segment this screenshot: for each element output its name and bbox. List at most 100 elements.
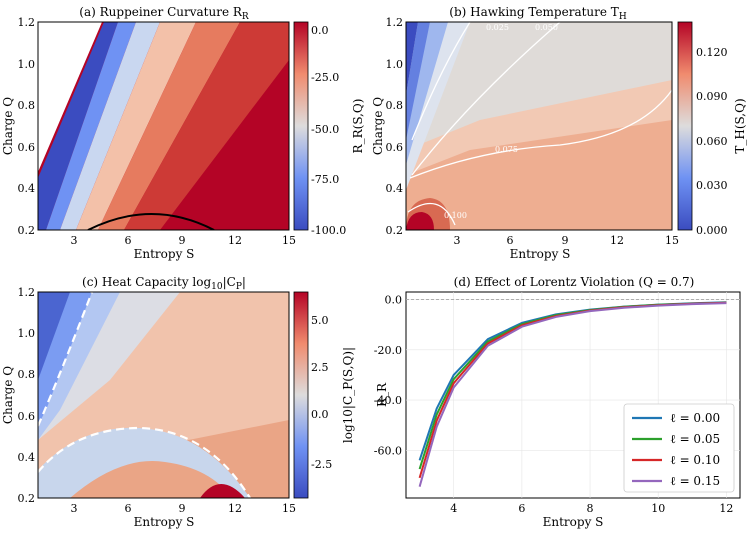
panel-b-ylabel: Charge Q — [371, 97, 385, 155]
y-tick-label: 0.4 — [18, 182, 36, 195]
y-tick-label: -60.0 — [374, 444, 402, 457]
panel-b-colorbar-ticks: 0.000 0.030 0.060 0.090 0.120 — [696, 46, 728, 237]
panel-d-title: (d) Effect of Lorentz Violation (Q = 0.7… — [454, 275, 695, 289]
x-tick-label: 9 — [562, 234, 569, 247]
panel-d-series — [418, 301, 727, 487]
panel-b-xlabel: Entropy S — [510, 247, 571, 261]
x-tick-label: 9 — [179, 234, 186, 247]
legend-label: ℓ = 0.05 — [670, 432, 720, 446]
panel-a-colorbar-ticks: 0.0 -25.0 -50.0 -75.0 -100.0 — [311, 24, 346, 237]
panel-c-xlabel: Entropy S — [134, 515, 195, 529]
x-tick-label: 12 — [228, 234, 242, 247]
contour-label: 0.075 — [495, 145, 518, 154]
colorbar-tick-label: -75.0 — [311, 173, 339, 186]
x-tick-label: 3 — [454, 234, 461, 247]
x-tick-label: 3 — [71, 234, 78, 247]
y-tick-label: 0.6 — [386, 141, 404, 154]
y-tick-label: 1.0 — [18, 58, 36, 71]
panel-b-title: (b) Hawking Temperature TH — [449, 5, 627, 22]
y-tick-label: 0.0 — [385, 294, 403, 307]
panel-c-colorbar-ticks: -2.5 0.0 2.5 5.0 — [311, 314, 332, 471]
colorbar-tick-label: -2.5 — [311, 458, 332, 471]
y-tick-label: 0.4 — [18, 451, 36, 464]
y-tick-label: 0.8 — [18, 368, 36, 381]
colorbar-tick-label: 0.0 — [311, 408, 329, 421]
colorbar-tick-label: 0.090 — [696, 90, 728, 103]
panel-a-xlabel: Entropy S — [134, 247, 195, 261]
series-line — [418, 302, 727, 487]
y-tick-label: 1.2 — [18, 286, 36, 299]
contour-label: 0.050 — [535, 23, 558, 32]
x-tick-label: 6 — [507, 234, 514, 247]
legend-label: ℓ = 0.10 — [670, 453, 720, 467]
panel-a-ylabel: Charge Q — [1, 97, 15, 155]
y-tick-label: 0.2 — [18, 492, 36, 505]
panel-a-colorbar — [293, 21, 309, 231]
y-tick-label: -40.0 — [374, 394, 402, 407]
x-tick-label: 12 — [719, 502, 733, 515]
panel-c-colorbar-label: log10|C_P(S,Q)| — [341, 347, 355, 443]
panel-d-x-ticks: 4 6 8 10 12 — [450, 502, 733, 515]
y-tick-label: -20.0 — [374, 344, 402, 357]
x-tick-label: 15 — [282, 234, 296, 247]
x-tick-label: 6 — [518, 502, 525, 515]
panel-a: (a) Ruppeiner Curvature RR 3 6 9 12 15 0… — [1, 5, 365, 261]
colorbar-tick-label: -50.0 — [311, 123, 339, 136]
panel-b-x-ticks: 3 6 9 12 15 — [454, 234, 680, 247]
y-tick-label: 1.0 — [386, 58, 404, 71]
panel-d-ylabel: R_R — [375, 382, 389, 407]
y-tick-label: 0.8 — [386, 99, 404, 112]
colorbar-tick-label: -100.0 — [311, 224, 346, 237]
y-tick-label: 0.6 — [18, 410, 36, 423]
colorbar-tick-label: 0.000 — [696, 224, 728, 237]
y-tick-label: 0.2 — [386, 224, 404, 237]
y-tick-label: 1.2 — [386, 16, 404, 29]
panel-a-colorbar-label: R_R(S,Q) — [351, 99, 365, 154]
x-tick-label: 8 — [587, 502, 594, 515]
legend-label: ℓ = 0.15 — [670, 474, 720, 488]
colorbar-tick-label: 0.0 — [311, 24, 329, 37]
undefined-region — [38, 22, 102, 172]
panel-b-heatmap: 0.025 0.050 0.075 0.100 — [406, 22, 672, 230]
y-tick-label: 0.8 — [18, 99, 36, 112]
colorbar-tick-label: 0.030 — [696, 179, 728, 192]
x-tick-label: 4 — [450, 502, 457, 515]
y-tick-label: 1.2 — [18, 16, 36, 29]
y-tick-label: 1.0 — [18, 327, 36, 340]
panel-c-ylabel: Charge Q — [1, 366, 15, 424]
x-tick-label: 3 — [71, 502, 78, 515]
legend: ℓ = 0.00 ℓ = 0.05 ℓ = 0.10 ℓ = 0.15 — [623, 403, 735, 493]
contour-label: 0.025 — [486, 23, 509, 32]
panel-a-heatmap — [38, 22, 289, 230]
colorbar-tick-label: 0.060 — [696, 135, 728, 148]
panel-b-y-ticks: 0.2 0.4 0.6 0.8 1.0 1.2 — [386, 16, 404, 237]
dashed-curve — [38, 292, 94, 427]
panel-a-y-ticks: 0.2 0.4 0.6 0.8 1.0 1.2 — [18, 16, 36, 237]
colorbar-tick-label: -25.0 — [311, 71, 339, 84]
x-tick-label: 10 — [651, 502, 665, 515]
x-tick-label: 15 — [282, 502, 296, 515]
colorbar-tick-label: 0.120 — [696, 46, 728, 59]
x-tick-label: 9 — [179, 502, 186, 515]
panel-b: (b) Hawking Temperature TH 0.025 0.050 0… — [371, 5, 747, 261]
x-tick-label: 6 — [125, 234, 132, 247]
colorbar-tick-label: 5.0 — [311, 314, 329, 327]
x-tick-label: 12 — [228, 502, 242, 515]
panel-b-colorbar-label: T_H(S,Q) — [733, 98, 747, 153]
x-tick-label: 15 — [665, 234, 679, 247]
panel-c-heatmap — [38, 292, 289, 498]
y-tick-label: 0.6 — [18, 141, 36, 154]
contour-label: 0.100 — [444, 211, 467, 220]
panel-c-title: (c) Heat Capacity log10|CP| — [82, 275, 246, 292]
y-tick-label: 0.4 — [386, 182, 404, 195]
panel-c: (c) Heat Capacity log10|CP| 3 6 9 12 15 … — [1, 275, 355, 529]
panel-a-x-ticks: 3 6 9 12 15 — [71, 234, 297, 247]
zero-contour — [87, 213, 215, 230]
panel-c-x-ticks: 3 6 9 12 15 — [71, 502, 297, 515]
panel-d: (d) Effect of Lorentz Violation (Q = 0.7… — [374, 275, 741, 529]
colorbar-tick-label: 2.5 — [311, 361, 329, 374]
y-tick-label: 0.2 — [18, 224, 36, 237]
panel-a-title: (a) Ruppeiner Curvature RR — [79, 5, 249, 22]
panel-b-colorbar — [677, 21, 693, 231]
